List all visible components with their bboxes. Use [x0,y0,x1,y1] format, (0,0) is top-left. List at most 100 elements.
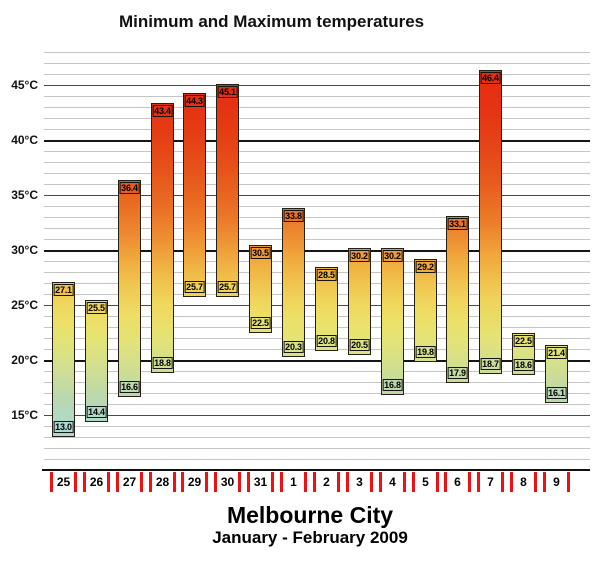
gridline-minor [44,228,590,229]
date-label: 8 [520,475,527,489]
gridline-major [44,140,590,142]
date-tick [149,472,152,492]
gridline-minor [44,371,590,372]
temp-range-bar: 25.5 14.4 [85,300,108,422]
y-axis-label: 25°C [11,298,38,312]
date-label: 2 [323,475,330,489]
temp-range-bar: 36.4 16.6 [118,180,141,397]
footer-period: January - February 2009 [212,528,408,547]
y-axis-label: 40°C [11,133,38,147]
date-tick [436,472,439,492]
gridline-minor [44,437,590,438]
gridline-minor [44,382,590,383]
date-tick [510,472,513,492]
max-value-label: 33.8 [283,210,304,222]
min-value-label: 18.8 [152,357,173,369]
temp-range-bar: 33.1 17.9 [446,216,469,383]
temp-range-bar: 27.1 13.0 [52,282,75,437]
min-value-label: 25.7 [217,281,238,293]
gridline-minor [44,448,590,449]
gridline-minor [44,184,590,185]
min-value-label: 13.0 [53,421,74,433]
min-value-label: 22.5 [250,317,271,329]
min-value-label: 20.5 [349,339,370,351]
date-tick [379,472,382,492]
date-tick [501,472,504,492]
temp-range-bar: 28.5 20.8 [315,267,338,351]
temp-range-bar: 21.4 16.1 [545,345,568,403]
temp-range-bar: 22.5 18.6 [512,333,535,375]
min-value-label: 25.7 [184,281,205,293]
temp-range-bar: 30.2 16.8 [381,248,404,395]
gridline-minor [44,162,590,163]
date-tick [403,472,406,492]
max-value-label: 21.4 [546,347,567,359]
y-axis-label: 15°C [11,408,38,422]
y-axis-label: 45°C [11,78,38,92]
date-label: 3 [356,475,363,489]
min-value-label: 20.8 [316,335,337,347]
date-tick [214,472,217,492]
max-value-label: 28.5 [316,269,337,281]
max-value-label: 30.5 [250,247,271,259]
date-tick [247,472,250,492]
gridline-minor [44,217,590,218]
date-tick [173,472,176,492]
date-tick [543,472,546,492]
temp-range-bar: 43.4 18.8 [151,103,174,373]
date-tick [50,472,53,492]
date-label: 29 [187,475,202,489]
date-label: 31 [253,475,268,489]
date-label: 6 [454,475,461,489]
min-value-label: 16.6 [119,381,140,393]
date-tick [271,472,274,492]
temp-range-bar: 46.4 18.7 [479,70,502,374]
temp-range-bar: 29.2 19.8 [414,259,437,362]
gridline-minor [44,63,590,64]
gridline-mid [44,195,590,196]
date-tick [74,472,77,492]
temp-range-bar: 45.1 25.7 [216,84,239,297]
date-tick [83,472,86,492]
chart-title: Minimum and Maximum temperatures [119,12,425,31]
date-tick [370,472,373,492]
temp-range-bar: 44.3 25.7 [183,93,206,297]
date-tick [444,472,447,492]
date-tick [534,472,537,492]
min-value-label: 17.9 [447,367,468,379]
temp-range-bar: 30.5 22.5 [249,245,272,333]
temp-range-bar: 33.8 20.3 [282,208,305,357]
y-axis-label: 20°C [11,353,38,367]
max-value-label: 45.1 [217,86,238,98]
date-tick [280,472,283,492]
max-value-label: 30.2 [349,250,370,262]
date-label: 7 [487,475,494,489]
date-tick [116,472,119,492]
date-tick [468,472,471,492]
date-label: 27 [122,475,137,489]
date-label: 25 [56,475,71,489]
date-label: 9 [553,475,560,489]
gridline-major [44,250,590,252]
date-tick [140,472,143,492]
gridline-minor [44,52,590,53]
date-tick [567,472,570,492]
gridline-minor [44,206,590,207]
date-tick [337,472,340,492]
date-tick [107,472,110,492]
date-label: 30 [220,475,235,489]
min-value-label: 16.8 [382,379,403,391]
date-label: 28 [155,475,170,489]
min-value-label: 16.1 [546,387,567,399]
max-value-label: 36.4 [119,182,140,194]
date-tick [313,472,316,492]
max-value-label: 27.1 [53,284,74,296]
gridline-minor [44,151,590,152]
gridline-minor [44,129,590,130]
gridline-major [44,360,590,362]
gridline-minor [44,261,590,262]
date-tick [477,472,480,492]
temp-range-bar: 30.2 20.5 [348,248,371,355]
y-axis-label: 30°C [11,243,38,257]
max-value-label: 30.2 [382,250,403,262]
